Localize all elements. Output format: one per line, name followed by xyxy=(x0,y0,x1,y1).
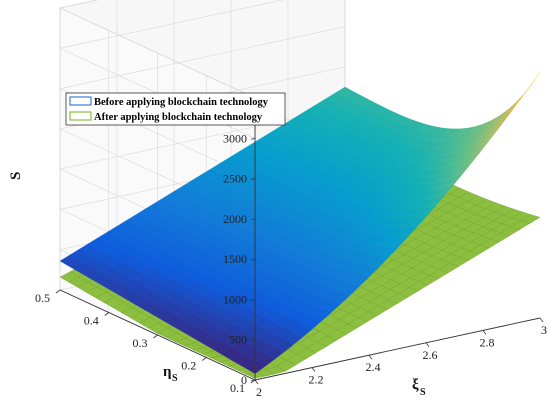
xi-tick-mark xyxy=(539,317,544,323)
z-tick-mark xyxy=(250,299,256,301)
svg-text:S: S xyxy=(172,373,178,384)
xi-tick-label: 2.4 xyxy=(366,360,381,374)
y-axis-label: η S xyxy=(163,364,178,384)
surface-before-blockchain xyxy=(59,72,541,374)
surface-cell xyxy=(504,96,523,117)
surface-cell xyxy=(496,105,515,124)
z-tick-label: 1500 xyxy=(223,252,247,266)
eta-tick-mark xyxy=(153,334,158,339)
surface-cell xyxy=(505,93,524,114)
z-tick-mark xyxy=(250,178,256,180)
xi-tick-label: 2 xyxy=(256,385,262,399)
legend-label-before: Before applying blockchain technology xyxy=(94,97,269,108)
xi-tick-mark xyxy=(311,367,316,372)
eta-tick-label: 0.3 xyxy=(133,336,148,350)
xi-axis-line xyxy=(254,317,541,381)
z-tick-mark xyxy=(250,339,256,342)
z-tick-mark xyxy=(250,218,256,221)
eta-tick-mark xyxy=(250,379,256,384)
z-tick-mark xyxy=(250,137,256,140)
surface-cell xyxy=(245,371,266,379)
z-tick-label: 0 xyxy=(241,373,247,387)
surface-cell xyxy=(512,85,531,109)
eta-tick-mark xyxy=(104,312,109,316)
svg-text:S: S xyxy=(8,172,24,180)
z-tick-label: 1000 xyxy=(223,292,247,306)
legend-swatch-after xyxy=(69,111,92,121)
eta-tick-label: 0.5 xyxy=(35,291,50,305)
svg-text:S: S xyxy=(420,387,426,398)
xi-tick-mark xyxy=(368,354,373,360)
svg-text:η: η xyxy=(163,364,172,380)
z-tick-label: 2000 xyxy=(223,212,247,226)
eta-tick-mark xyxy=(55,289,61,294)
svg-text:ξ: ξ xyxy=(412,377,419,393)
xi-tick-mark xyxy=(254,379,259,385)
legend-swatch-before xyxy=(69,96,92,106)
z-tick-mark xyxy=(250,258,256,261)
axis-ticks: 05001000150020002500300035000.10.20.30.4… xyxy=(35,91,547,399)
xi-tick-mark xyxy=(425,342,430,348)
eta-tick-label: 0.1 xyxy=(230,381,245,395)
eta-tick-label: 0.2 xyxy=(181,359,196,373)
xi-tick-label: 2.6 xyxy=(423,348,438,362)
legend: Before applying blockchain technology Af… xyxy=(65,92,286,126)
legend-box xyxy=(65,92,286,126)
surface-cell xyxy=(246,361,265,374)
eta-tick-label: 0.4 xyxy=(84,314,99,328)
z-tick-label: 500 xyxy=(229,333,247,347)
z-tick-label: 3000 xyxy=(223,131,247,145)
surface-cell xyxy=(503,98,522,121)
xi-tick-label: 2.8 xyxy=(480,335,495,349)
xi-tick-label: 3 xyxy=(541,323,547,337)
xi-tick-mark xyxy=(482,330,487,335)
z-axis-label: S xyxy=(8,172,24,180)
eta-tick-mark xyxy=(202,357,207,361)
x-axis-label: ξ S xyxy=(412,377,426,398)
legend-label-after: After applying blockchain technology xyxy=(94,112,263,123)
xi-tick-label: 2.2 xyxy=(309,373,324,387)
z-tick-label: 2500 xyxy=(223,172,247,186)
